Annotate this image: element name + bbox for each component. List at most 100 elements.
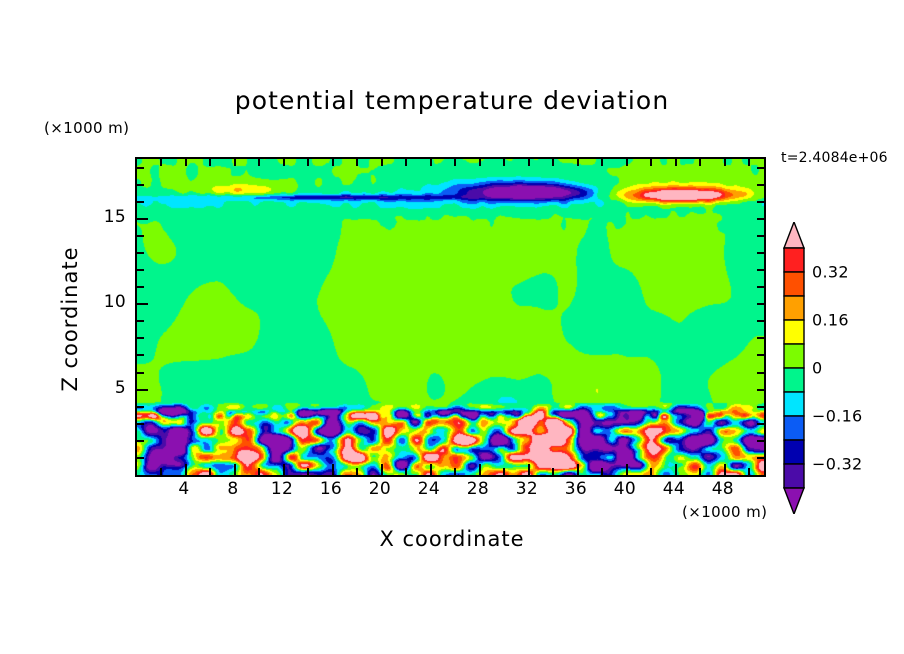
colorbar-tick-label: 0.16 [812, 310, 849, 330]
y-axis-unit-label: (×1000 m) [44, 119, 130, 137]
colorbar-band [783, 391, 805, 417]
x-axis-tick [699, 159, 702, 166]
y-axis-tick [757, 388, 764, 391]
x-axis-tick [429, 464, 432, 475]
y-axis-tick [137, 183, 144, 186]
y-axis-tick [757, 371, 764, 374]
x-axis-tick [160, 159, 163, 166]
y-tick-label: 15 [103, 206, 126, 227]
x-axis-title: X coordinate [379, 527, 525, 551]
x-axis-tick [527, 464, 530, 475]
x-axis-tick [478, 464, 481, 475]
x-axis-tick [748, 159, 751, 166]
x-axis-tick [258, 159, 261, 166]
x-axis-tick [307, 468, 310, 475]
y-tick-label-layer: 5 10 15 [88, 157, 126, 473]
colorbar-band [783, 319, 805, 345]
x-tick-label: 4 [178, 479, 190, 499]
colorbar-tick-label: 0 [812, 358, 823, 378]
y-axis-tick [137, 388, 148, 391]
x-axis-tick [233, 159, 236, 166]
y-axis-tick [757, 166, 764, 169]
y-axis-tick [757, 234, 764, 237]
x-axis-tick [184, 159, 187, 166]
x-axis-tick [625, 464, 628, 475]
x-axis-tick [258, 468, 261, 475]
y-axis-tick [757, 217, 764, 220]
x-axis-tick [650, 468, 653, 475]
colorbar-tick-label: 0.32 [812, 262, 849, 282]
y-axis-tick [137, 439, 144, 442]
x-axis-tick [601, 159, 604, 166]
x-axis-tick [478, 159, 481, 166]
x-axis-tick [405, 468, 408, 475]
x-axis-tick [503, 159, 506, 166]
y-axis-tick [137, 354, 144, 357]
colorbar-extend-high [783, 222, 805, 249]
x-tick-label: 8 [227, 479, 239, 499]
time-annotation: t=2.4084e+06 [781, 150, 888, 166]
y-axis-tick [137, 166, 144, 169]
x-axis-tick [184, 464, 187, 475]
x-axis-tick [209, 159, 212, 166]
x-axis-tick [674, 159, 677, 166]
x-axis-tick [650, 159, 653, 166]
x-axis-unit-label: (×1000 m) [682, 503, 768, 521]
y-axis-tick [757, 439, 764, 442]
x-axis-tick [233, 464, 236, 475]
colorbar-band [783, 439, 805, 465]
y-axis-tick [757, 422, 764, 425]
x-axis-tick [356, 159, 359, 166]
x-axis-tick [209, 468, 212, 475]
x-axis-tick [380, 464, 383, 475]
x-tick-label: 32 [515, 479, 538, 499]
x-axis-tick [723, 464, 726, 475]
colorbar-tick-label: −0.16 [812, 406, 863, 426]
x-tick-label: 36 [564, 479, 587, 499]
colorbar-extend-low [783, 487, 805, 514]
x-tick-label: 24 [417, 479, 441, 499]
x-tick-label: 48 [711, 479, 734, 499]
y-axis-tick [137, 371, 144, 374]
colorbar-band [783, 271, 805, 297]
x-axis-tick [331, 159, 334, 166]
y-axis-tick [757, 251, 764, 254]
y-tick-label: 5 [114, 377, 126, 398]
x-axis-tick [552, 468, 555, 475]
x-tick-label: 16 [319, 479, 343, 499]
plot-area [135, 157, 766, 477]
x-axis-tick [674, 464, 677, 475]
x-tick-label: 12 [270, 479, 294, 499]
x-axis-tick [576, 159, 579, 166]
y-axis-tick [757, 286, 764, 289]
page-title: potential temperature deviation [234, 86, 670, 115]
y-axis-tick [757, 320, 764, 323]
x-axis-tick [405, 159, 408, 166]
x-axis-tick [601, 468, 604, 475]
x-axis-tick [380, 159, 383, 166]
colorbar-band [783, 367, 805, 393]
y-axis-tick [757, 405, 764, 408]
y-axis-tick [757, 303, 764, 306]
colorbar-band [783, 247, 805, 273]
x-axis-tick [356, 468, 359, 475]
x-axis-tick [307, 159, 310, 166]
x-axis-tick [625, 159, 628, 166]
x-axis-tick [282, 159, 285, 166]
y-axis-tick [137, 200, 144, 203]
x-axis-tick [699, 468, 702, 475]
x-axis-tick [748, 468, 751, 475]
x-tick-label: 40 [613, 479, 636, 499]
y-axis-tick [757, 200, 764, 203]
y-axis-tick [137, 234, 144, 237]
x-axis-tick [723, 159, 726, 166]
y-axis-tick [757, 183, 764, 186]
y-axis-tick [137, 405, 144, 408]
y-axis-tick [757, 456, 764, 459]
y-axis-tick [137, 286, 144, 289]
colorbar-tick-label: −0.32 [812, 454, 863, 474]
colorbar-svg [783, 222, 805, 514]
y-axis-tick [137, 269, 144, 272]
x-axis-tick [454, 159, 457, 166]
